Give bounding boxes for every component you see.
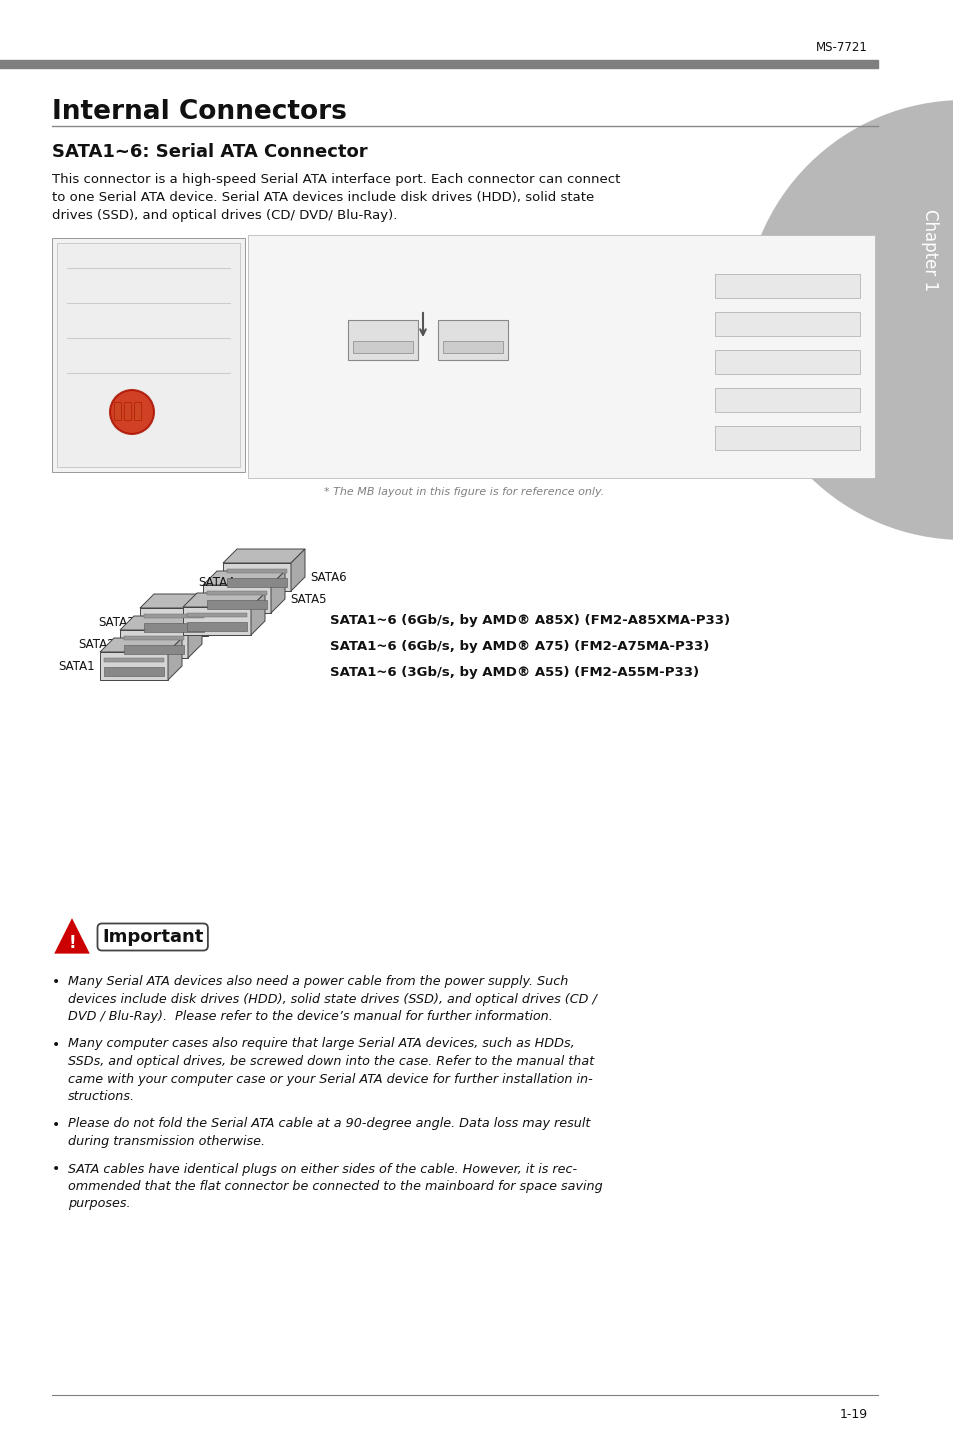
Bar bbox=[437, 319, 507, 359]
Bar bbox=[113, 402, 121, 420]
Polygon shape bbox=[52, 915, 91, 955]
Bar bbox=[714, 312, 859, 337]
Text: ommended that the flat connector be connected to the mainboard for space saving: ommended that the flat connector be conn… bbox=[68, 1180, 602, 1193]
Bar bbox=[187, 613, 247, 617]
Polygon shape bbox=[100, 639, 182, 652]
Bar bbox=[248, 235, 874, 478]
Bar bbox=[227, 569, 287, 573]
Bar bbox=[0, 60, 877, 67]
Text: SATA cables have identical plugs on either sides of the cable. However, it is re: SATA cables have identical plugs on eith… bbox=[68, 1163, 577, 1176]
Text: •: • bbox=[52, 1117, 60, 1131]
Text: SSDs, and optical drives, be screwed down into the case. Refer to the manual tha: SSDs, and optical drives, be screwed dow… bbox=[68, 1055, 594, 1068]
Polygon shape bbox=[188, 616, 202, 657]
Bar bbox=[714, 388, 859, 412]
Text: Internal Connectors: Internal Connectors bbox=[52, 99, 347, 125]
Bar bbox=[348, 319, 417, 359]
Polygon shape bbox=[223, 548, 305, 563]
Polygon shape bbox=[140, 609, 208, 636]
Text: drives (SSD), and optical drives (CD/ DVD/ Blu-Ray).: drives (SSD), and optical drives (CD/ DV… bbox=[52, 209, 397, 222]
Bar bbox=[207, 591, 267, 596]
Text: SATA4: SATA4 bbox=[198, 576, 235, 589]
Text: !: ! bbox=[68, 934, 75, 952]
Text: SATA6: SATA6 bbox=[310, 570, 346, 583]
Text: * The MB layout in this figure is for reference only.: * The MB layout in this figure is for re… bbox=[323, 487, 603, 497]
Bar bbox=[124, 644, 184, 654]
Text: SATA3: SATA3 bbox=[98, 616, 135, 629]
Bar bbox=[714, 274, 859, 298]
Text: This connector is a high-speed Serial ATA interface port. Each connector can con: This connector is a high-speed Serial AT… bbox=[52, 173, 619, 186]
Bar bbox=[207, 600, 267, 609]
Polygon shape bbox=[183, 607, 251, 634]
Text: Many computer cases also require that large Serial ATA devices, such as HDDs,: Many computer cases also require that la… bbox=[68, 1038, 574, 1051]
Bar bbox=[227, 579, 287, 587]
Text: MS-7721: MS-7721 bbox=[815, 40, 867, 53]
Text: to one Serial ATA device. Serial ATA devices include disk drives (HDD), solid st: to one Serial ATA device. Serial ATA dev… bbox=[52, 190, 594, 203]
Polygon shape bbox=[208, 594, 222, 636]
Text: 1-19: 1-19 bbox=[839, 1409, 867, 1422]
Bar bbox=[104, 667, 164, 676]
Bar bbox=[57, 243, 240, 467]
Text: during transmission otherwise.: during transmission otherwise. bbox=[68, 1136, 265, 1148]
Polygon shape bbox=[203, 586, 271, 613]
Text: •: • bbox=[52, 1163, 60, 1177]
Polygon shape bbox=[140, 594, 222, 609]
Bar bbox=[144, 623, 204, 632]
Text: Please do not fold the Serial ATA cable at a 90-degree angle. Data loss may resu: Please do not fold the Serial ATA cable … bbox=[68, 1117, 590, 1130]
Bar bbox=[353, 341, 413, 354]
Text: Important: Important bbox=[102, 928, 203, 947]
Bar bbox=[714, 425, 859, 450]
Polygon shape bbox=[291, 548, 305, 591]
Text: purposes.: purposes. bbox=[68, 1197, 131, 1210]
Bar bbox=[124, 636, 184, 640]
Text: SATA2: SATA2 bbox=[78, 637, 115, 650]
Text: devices include disk drives (HDD), solid state drives (SSD), and optical drives : devices include disk drives (HDD), solid… bbox=[68, 992, 597, 1005]
Text: Chapter 1: Chapter 1 bbox=[920, 209, 938, 291]
Bar bbox=[52, 238, 245, 473]
Polygon shape bbox=[183, 593, 265, 607]
Text: SATA1~6 (6Gb/s, by AMD® A75) (FM2-A75MA-P33): SATA1~6 (6Gb/s, by AMD® A75) (FM2-A75MA-… bbox=[330, 640, 709, 653]
Text: SATA1~6: Serial ATA Connector: SATA1~6: Serial ATA Connector bbox=[52, 143, 367, 160]
Bar bbox=[144, 614, 204, 619]
Polygon shape bbox=[168, 639, 182, 680]
Circle shape bbox=[110, 390, 153, 434]
Polygon shape bbox=[120, 616, 202, 630]
Polygon shape bbox=[271, 571, 285, 613]
Text: •: • bbox=[52, 975, 60, 990]
Bar bbox=[133, 402, 141, 420]
Bar bbox=[714, 349, 859, 374]
Polygon shape bbox=[223, 563, 291, 591]
Polygon shape bbox=[251, 593, 265, 634]
Text: came with your computer case or your Serial ATA device for further installation : came with your computer case or your Ser… bbox=[68, 1073, 592, 1085]
Text: Many Serial ATA devices also need a power cable from the power supply. Such: Many Serial ATA devices also need a powe… bbox=[68, 975, 568, 988]
Ellipse shape bbox=[743, 100, 953, 540]
Polygon shape bbox=[203, 571, 285, 586]
Polygon shape bbox=[120, 630, 188, 657]
Text: DVD / Blu-Ray).  Please refer to the device’s manual for further information.: DVD / Blu-Ray). Please refer to the devi… bbox=[68, 1010, 552, 1022]
Text: SATA5: SATA5 bbox=[290, 593, 326, 606]
Text: SATA1~6 (3Gb/s, by AMD® A55) (FM2-A55M-P33): SATA1~6 (3Gb/s, by AMD® A55) (FM2-A55M-P… bbox=[330, 666, 699, 679]
Bar bbox=[104, 657, 164, 662]
Text: •: • bbox=[52, 1038, 60, 1051]
Bar bbox=[124, 402, 131, 420]
Bar bbox=[442, 341, 502, 354]
Text: SATA1~6 (6Gb/s, by AMD® A85X) (FM2-A85XMA-P33): SATA1~6 (6Gb/s, by AMD® A85X) (FM2-A85XM… bbox=[330, 613, 729, 627]
Text: SATA1: SATA1 bbox=[58, 660, 95, 673]
Polygon shape bbox=[100, 652, 168, 680]
Text: structions.: structions. bbox=[68, 1090, 135, 1103]
Bar bbox=[187, 621, 247, 632]
